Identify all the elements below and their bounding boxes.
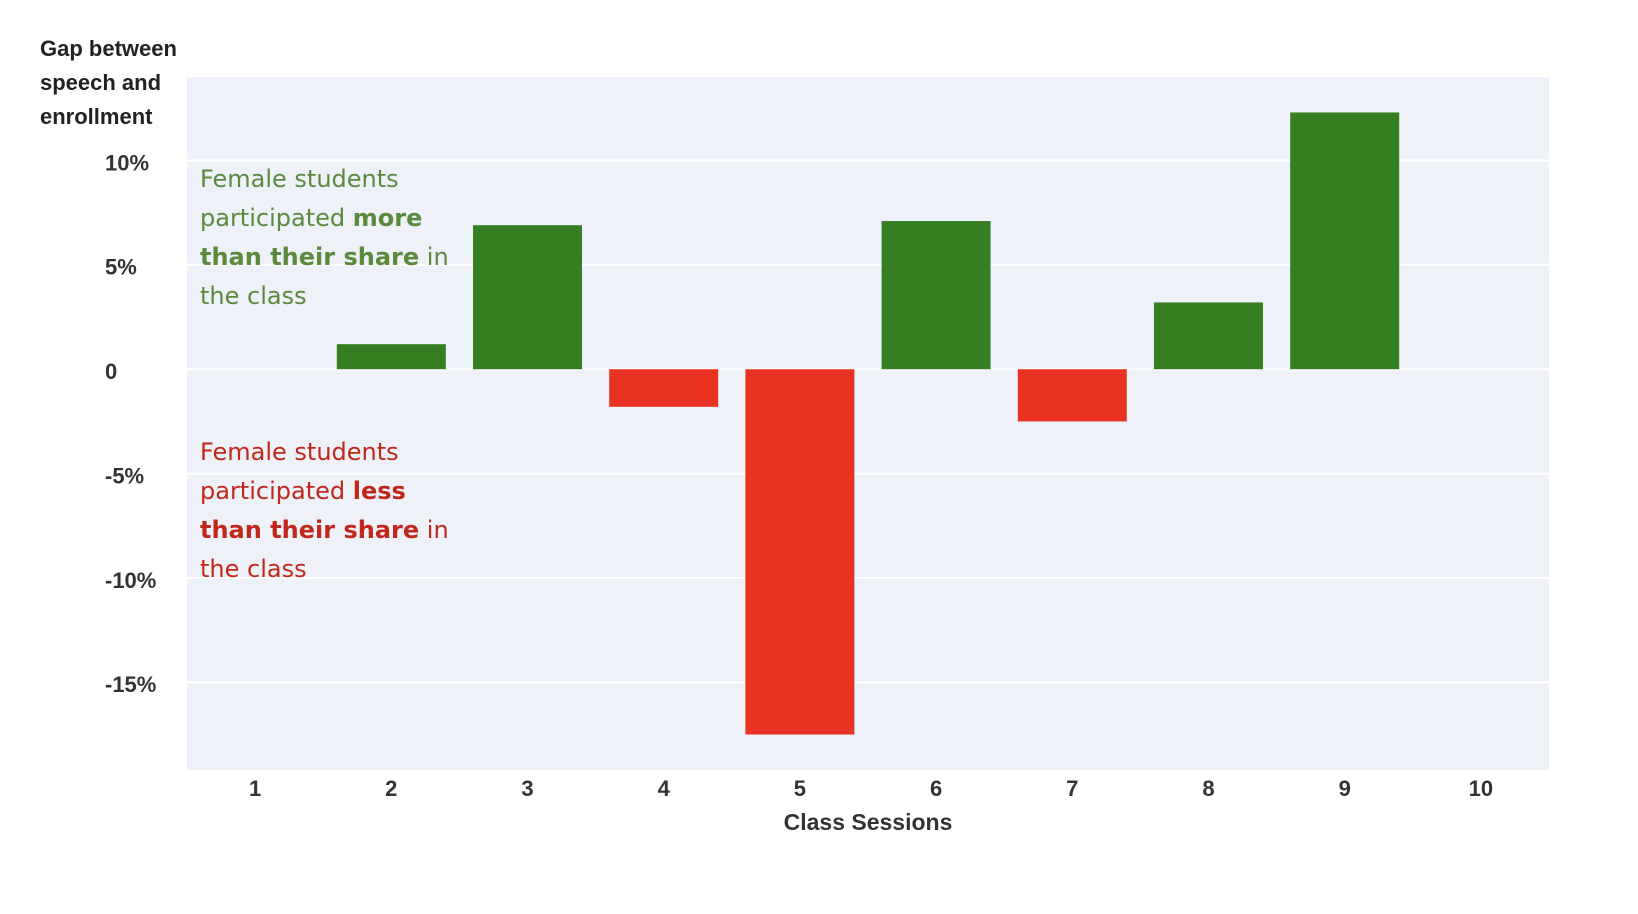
bar: [473, 225, 582, 370]
bar: [1290, 112, 1400, 370]
x-tick-label: 8: [1202, 776, 1214, 801]
bar: [1154, 302, 1263, 370]
annotation: Female students participated more than t…: [200, 160, 455, 316]
annotation-part: Female students participated: [200, 165, 399, 232]
bar: [745, 369, 855, 735]
y-tick-label: -15%: [105, 672, 156, 697]
bar: [336, 344, 446, 370]
x-axis-label: Class Sessions: [784, 809, 953, 835]
annotation: Female students participated less than t…: [200, 433, 455, 589]
x-tick-label: 1: [249, 776, 261, 801]
y-tick-label: -10%: [105, 568, 156, 593]
annotation-part: more than their share: [200, 204, 423, 271]
annotation-part: in the class: [200, 516, 449, 583]
y-tick-label: 5%: [105, 255, 137, 280]
x-tick-label: 10: [1469, 776, 1493, 801]
y-axis-label: Gap between speech and enrollment: [40, 36, 177, 129]
x-tick-label: 2: [385, 776, 397, 801]
bar: [1017, 369, 1127, 422]
x-tick-label: 4: [658, 776, 671, 801]
x-tick-label: 3: [521, 776, 533, 801]
y-tick-label: 10%: [105, 150, 149, 175]
bar: [881, 221, 991, 370]
y-tick-label: 0: [105, 359, 117, 384]
annotation-part: in the class: [200, 243, 449, 310]
x-tick-label: 7: [1066, 776, 1078, 801]
annotation-part: less than their share: [200, 477, 420, 544]
x-tick-label: 5: [794, 776, 806, 801]
y-tick-label: -5%: [105, 463, 144, 488]
bar: [609, 369, 719, 407]
x-tick-label: 9: [1339, 776, 1351, 801]
annotation-part: Female students participated: [200, 438, 399, 505]
x-tick-label: 6: [930, 776, 942, 801]
